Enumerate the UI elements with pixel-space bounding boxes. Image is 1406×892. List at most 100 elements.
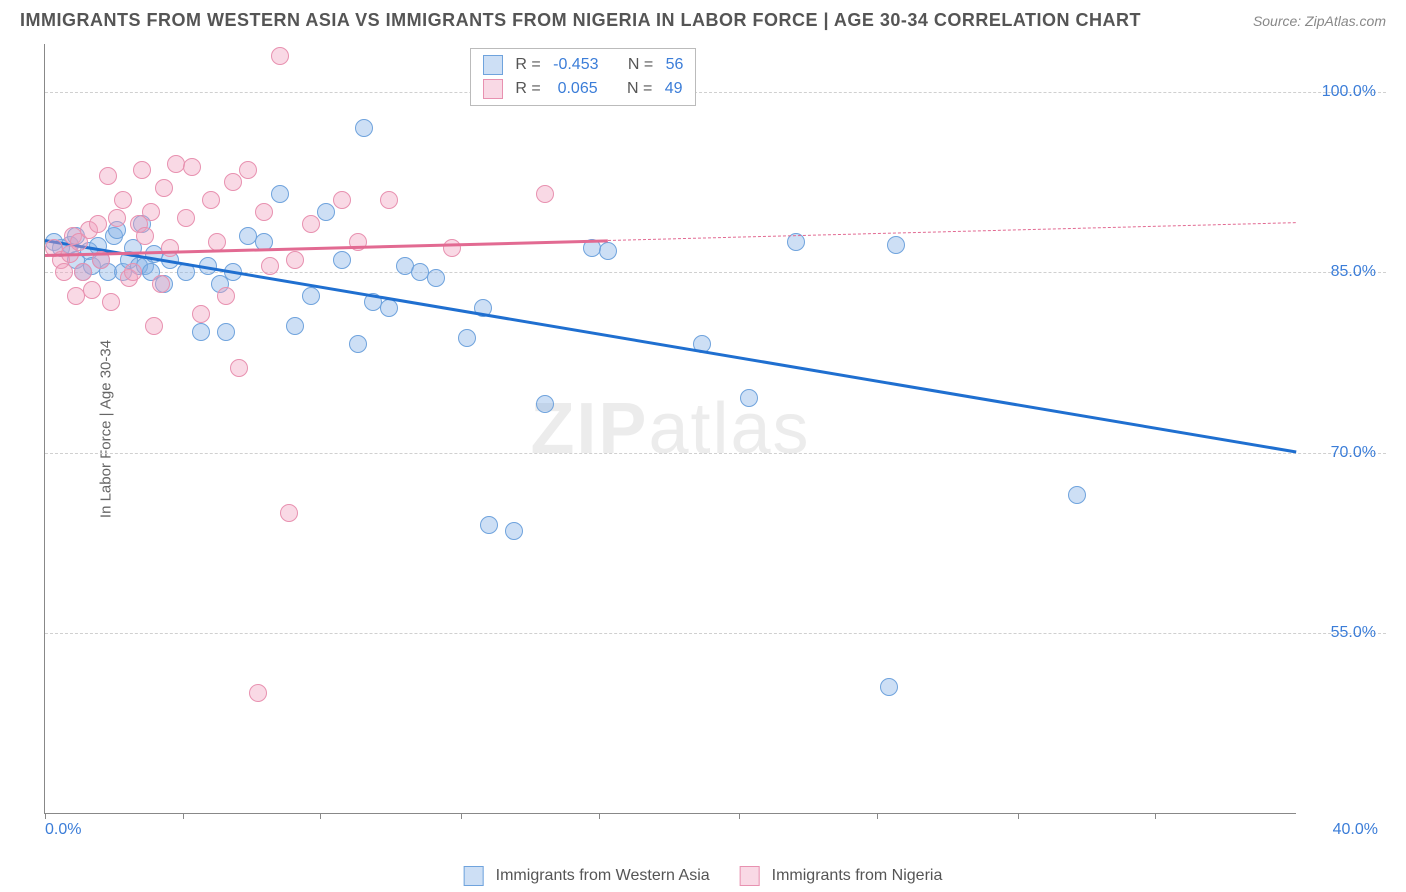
data-point bbox=[271, 47, 289, 65]
x-tick bbox=[599, 813, 600, 819]
data-point bbox=[302, 215, 320, 233]
data-point bbox=[255, 203, 273, 221]
n-value: 49 bbox=[665, 80, 683, 98]
legend-swatch bbox=[483, 79, 503, 99]
data-point bbox=[443, 239, 461, 257]
data-point bbox=[183, 158, 201, 176]
trend-line bbox=[45, 239, 1296, 453]
data-point bbox=[133, 161, 151, 179]
data-point bbox=[280, 504, 298, 522]
data-point bbox=[427, 269, 445, 287]
correlation-legend: R = -0.453 N = 56R = 0.065 N = 49 bbox=[470, 48, 696, 106]
x-tick bbox=[877, 813, 878, 819]
chart-container: In Labor Force | Age 30-34 ZIPatlas 55.0… bbox=[44, 44, 1386, 842]
data-point bbox=[155, 179, 173, 197]
r-label: R = bbox=[515, 80, 545, 98]
gridline-h bbox=[45, 453, 1386, 454]
legend-swatch bbox=[483, 55, 503, 75]
data-point bbox=[239, 161, 257, 179]
gridline-h bbox=[45, 633, 1386, 634]
data-point bbox=[349, 335, 367, 353]
data-point bbox=[317, 203, 335, 221]
legend-row: R = -0.453 N = 56 bbox=[483, 53, 683, 77]
n-label: N = bbox=[627, 80, 657, 98]
data-point bbox=[458, 329, 476, 347]
data-point bbox=[261, 257, 279, 275]
x-tick bbox=[320, 813, 321, 819]
data-point bbox=[599, 242, 617, 260]
data-point bbox=[880, 678, 898, 696]
data-point bbox=[302, 287, 320, 305]
y-tick-label: 70.0% bbox=[1331, 444, 1376, 462]
data-point bbox=[145, 317, 163, 335]
legend-row: R = 0.065 N = 49 bbox=[483, 77, 683, 101]
data-point bbox=[136, 227, 154, 245]
y-tick-label: 100.0% bbox=[1322, 83, 1376, 101]
legend-bottom: Immigrants from Western Asia Immigrants f… bbox=[464, 866, 943, 886]
legend-item: Immigrants from Nigeria bbox=[740, 866, 943, 886]
x-tick bbox=[461, 813, 462, 819]
x-tick bbox=[1155, 813, 1156, 819]
x-tick bbox=[1018, 813, 1019, 819]
n-value: 56 bbox=[666, 56, 684, 74]
data-point bbox=[161, 239, 179, 257]
data-point bbox=[230, 359, 248, 377]
watermark: ZIPatlas bbox=[530, 388, 810, 470]
data-point bbox=[108, 209, 126, 227]
r-value: -0.453 bbox=[553, 56, 598, 74]
r-label: R = bbox=[515, 56, 545, 74]
trend-line bbox=[608, 222, 1296, 241]
data-point bbox=[286, 317, 304, 335]
data-point bbox=[217, 287, 235, 305]
data-point bbox=[505, 522, 523, 540]
data-point bbox=[333, 251, 351, 269]
data-point bbox=[102, 293, 120, 311]
x-tick-label: 0.0% bbox=[45, 821, 81, 839]
data-point bbox=[380, 299, 398, 317]
data-point bbox=[202, 191, 220, 209]
plot-area: In Labor Force | Age 30-34 ZIPatlas 55.0… bbox=[44, 44, 1296, 814]
data-point bbox=[99, 167, 117, 185]
data-point bbox=[380, 191, 398, 209]
data-point bbox=[142, 203, 160, 221]
data-point bbox=[286, 251, 304, 269]
source-credit: Source: ZipAtlas.com bbox=[1253, 13, 1386, 29]
data-point bbox=[114, 191, 132, 209]
data-point bbox=[83, 281, 101, 299]
data-point bbox=[192, 323, 210, 341]
data-point bbox=[1068, 486, 1086, 504]
data-point bbox=[480, 516, 498, 534]
r-value: 0.065 bbox=[553, 80, 597, 98]
x-tick bbox=[739, 813, 740, 819]
data-point bbox=[217, 323, 235, 341]
y-axis-label: In Labor Force | Age 30-34 bbox=[98, 339, 115, 517]
chart-title: IMMIGRANTS FROM WESTERN ASIA VS IMMIGRAN… bbox=[20, 10, 1141, 31]
n-label: N = bbox=[628, 56, 658, 74]
data-point bbox=[536, 185, 554, 203]
data-point bbox=[536, 395, 554, 413]
legend-label: Immigrants from Western Asia bbox=[496, 867, 710, 885]
data-point bbox=[192, 305, 210, 323]
y-tick-label: 55.0% bbox=[1331, 624, 1376, 642]
data-point bbox=[74, 263, 92, 281]
data-point bbox=[89, 215, 107, 233]
data-point bbox=[152, 275, 170, 293]
data-point bbox=[124, 263, 142, 281]
data-point bbox=[55, 263, 73, 281]
gridline-h bbox=[45, 92, 1386, 93]
x-tick bbox=[45, 813, 46, 819]
y-tick-label: 85.0% bbox=[1331, 263, 1376, 281]
x-tick bbox=[183, 813, 184, 819]
data-point bbox=[887, 236, 905, 254]
data-point bbox=[177, 209, 195, 227]
data-point bbox=[355, 119, 373, 137]
data-point bbox=[271, 185, 289, 203]
legend-label: Immigrants from Nigeria bbox=[772, 867, 943, 885]
x-tick-label: 40.0% bbox=[1333, 821, 1378, 839]
data-point bbox=[224, 173, 242, 191]
legend-item: Immigrants from Western Asia bbox=[464, 866, 710, 886]
data-point bbox=[249, 684, 267, 702]
legend-swatch bbox=[464, 866, 484, 886]
data-point bbox=[333, 191, 351, 209]
legend-swatch bbox=[740, 866, 760, 886]
